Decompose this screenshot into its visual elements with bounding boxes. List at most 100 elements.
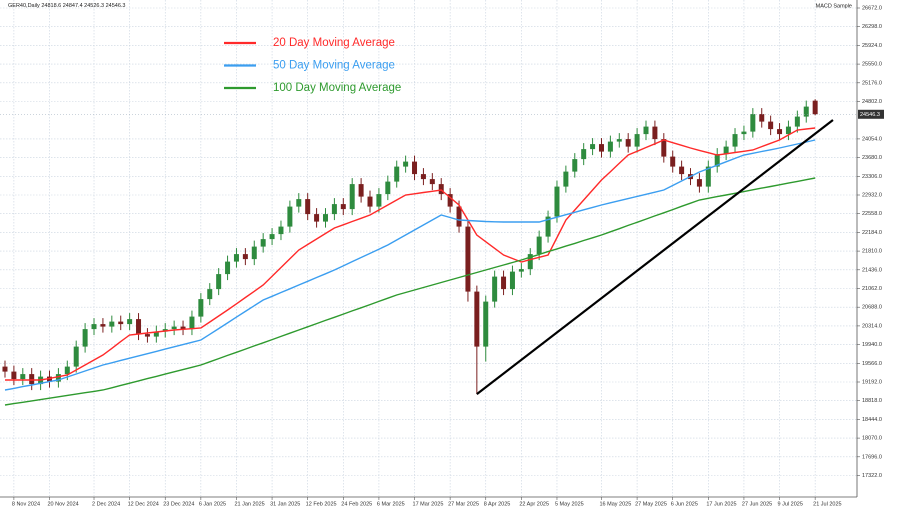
- legend-label: 20 Day Moving Average: [273, 37, 395, 49]
- candle-body: [670, 156, 676, 167]
- ohlc-high: 24847.4: [63, 3, 83, 9]
- candle-body: [82, 329, 88, 347]
- candle-body: [376, 194, 382, 207]
- candle-body: [412, 161, 418, 175]
- marks: [2, 99, 834, 406]
- x-tick-label: 27 May 2025: [635, 501, 667, 507]
- x-tick-label: 2 Dec 2024: [92, 501, 120, 507]
- candle-body: [492, 276, 498, 302]
- candle-body: [278, 226, 284, 235]
- candle-body: [563, 171, 569, 187]
- candle-body: [153, 331, 159, 337]
- candle-body: [322, 214, 328, 222]
- candle-body: [29, 374, 35, 385]
- x-tick-label: 31 Jan 2025: [270, 501, 300, 507]
- x-tick-label: 6 Mar 2025: [377, 501, 405, 507]
- candle-body: [73, 346, 79, 367]
- y-tick-label: 26672.0: [862, 5, 882, 11]
- candle-body: [20, 374, 26, 380]
- y-tick-label: 20688.0: [862, 305, 882, 311]
- candle-body: [581, 149, 587, 160]
- candle-body: [260, 239, 266, 247]
- y-tick-label: 19192.0: [862, 379, 882, 385]
- candle-body: [447, 194, 453, 207]
- x-tick-label: 12 Dec 2024: [128, 501, 159, 507]
- moving-average-line: [5, 127, 816, 381]
- x-tick-label: 17 Jun 2025: [706, 501, 736, 507]
- candle-body: [794, 116, 800, 127]
- candle-body: [394, 166, 400, 182]
- candle-body: [598, 144, 604, 152]
- candle-body: [420, 174, 426, 180]
- trendline: [476, 119, 834, 395]
- candle-body: [91, 324, 97, 330]
- candle-body: [554, 186, 560, 217]
- candle-body: [305, 199, 311, 215]
- x-tick-label: 23 Dec 2024: [163, 501, 194, 507]
- candle-body: [331, 204, 337, 215]
- x-tick-label: 8 Nov 2024: [12, 501, 40, 507]
- candle-body: [501, 276, 507, 290]
- candle-body: [180, 326, 186, 330]
- candle-body: [759, 114, 765, 122]
- x-tick-label: 20 Nov 2024: [48, 501, 79, 507]
- candle-body: [643, 126, 649, 135]
- candle-body: [732, 134, 738, 147]
- legend-label: 50 Day Moving Average: [273, 60, 395, 72]
- y-tick-label: 25550.0: [862, 62, 882, 68]
- candle-body: [127, 319, 133, 325]
- candle-body: [64, 366, 70, 375]
- candle-body: [812, 100, 818, 115]
- x-tick-label: 17 Mar 2025: [413, 501, 444, 507]
- candle-body: [429, 179, 435, 185]
- indicator-name: MACD Sample: [816, 3, 852, 9]
- candle-body: [661, 139, 667, 157]
- candle-body: [438, 184, 444, 195]
- grid: [0, 0, 857, 496]
- candle-body: [340, 204, 346, 210]
- candle-body: [723, 146, 729, 155]
- ohlc-close: 24546.3: [106, 3, 126, 9]
- y-tick-label: 21810.0: [862, 249, 882, 255]
- candle-body: [2, 366, 8, 372]
- x-tick-label: 21 Jul 2025: [813, 501, 841, 507]
- candle-body: [314, 214, 320, 222]
- candle-body: [403, 161, 409, 167]
- candle-body: [171, 326, 177, 330]
- candle-body: [198, 299, 204, 317]
- candle-body: [590, 144, 596, 150]
- candle-body: [607, 141, 613, 152]
- price-label-box: [858, 109, 884, 119]
- candle-body: [367, 196, 373, 207]
- candle-body: [118, 321, 124, 325]
- candle-body: [474, 291, 480, 347]
- y-tick-label: 20314.0: [862, 323, 882, 329]
- moving-average-line: [4, 139, 816, 391]
- y-tick-label: 22558.0: [862, 211, 882, 217]
- y-tick-label: 24802.0: [862, 99, 882, 105]
- candle-body: [768, 121, 774, 130]
- y-tick-label: 18070.0: [862, 436, 882, 442]
- x-tick-label: 6 Jun 2025: [671, 501, 698, 507]
- candle-body: [358, 184, 364, 197]
- candle-body: [465, 226, 471, 292]
- candle-body: [287, 206, 293, 227]
- candle-body: [456, 206, 462, 227]
- y-tick-label: 19940.0: [862, 342, 882, 348]
- candle-body: [109, 321, 115, 327]
- candle-body: [233, 254, 239, 262]
- candle-body: [634, 134, 640, 147]
- candle-body: [714, 154, 720, 167]
- candle-body: [296, 199, 302, 207]
- candle-body: [527, 254, 533, 270]
- candle-body: [777, 129, 783, 135]
- candle-body: [385, 181, 391, 195]
- y-tick-label: 21436.0: [862, 267, 882, 273]
- y-tick-label: 25924.0: [862, 43, 882, 49]
- ohlc-open: 24818.6: [41, 3, 61, 9]
- moving-average-line: [4, 177, 816, 406]
- y-tick-label: 23680.0: [862, 155, 882, 161]
- x-tick-label: 27 Jun 2025: [742, 501, 772, 507]
